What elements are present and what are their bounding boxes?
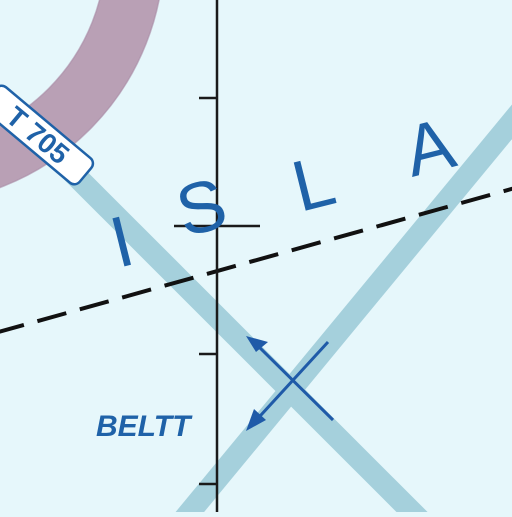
airway-southwest-northeast bbox=[171, 104, 512, 517]
meridian-line bbox=[174, 0, 260, 512]
route-shield-box bbox=[0, 84, 95, 186]
x-cross-arrows-icon bbox=[246, 336, 335, 431]
dashed-boundary-line bbox=[0, 186, 512, 334]
fix-cross-line bbox=[248, 340, 330, 429]
fix-label: BELTT bbox=[96, 410, 193, 443]
fix-arrowhead bbox=[246, 409, 266, 431]
fix-arrowhead bbox=[246, 336, 268, 352]
